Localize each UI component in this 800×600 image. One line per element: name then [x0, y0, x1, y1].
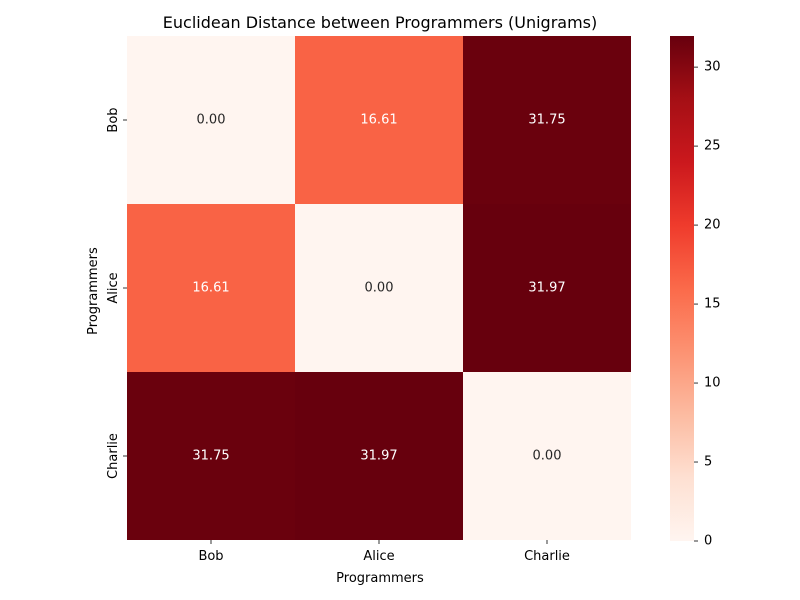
- heatmap-cell-value: 31.75: [528, 113, 565, 128]
- heatmap-cell-value: 31.97: [360, 449, 397, 464]
- colorbar: [670, 36, 694, 541]
- heatmap-cell: [295, 372, 463, 540]
- heatmap-cell-value: 0.00: [197, 113, 226, 128]
- heatmap-cell-value: 16.61: [360, 113, 397, 128]
- heatmap-cell: [463, 204, 631, 372]
- heatmap-cell: [127, 372, 295, 540]
- x-tick-label: Alice: [363, 549, 394, 564]
- heatmap-cell-value: 0.00: [365, 281, 394, 296]
- x-axis-ticks: Bob Alice Charlie: [198, 540, 570, 564]
- colorbar-tick-label: 0: [704, 534, 712, 549]
- heatmap-cell-labels: 0.00 16.61 31.75 16.61 0.00 31.97 31.75 31.97 0.…: [192, 113, 565, 464]
- y-tick-label: Alice: [106, 272, 121, 303]
- heatmap-cell: [127, 36, 295, 204]
- colorbar-tick-label: 5: [704, 455, 712, 470]
- heatmap-cell-value: 31.75: [192, 449, 229, 464]
- y-tick-label: Bob: [106, 107, 121, 132]
- x-tick-label: Bob: [198, 549, 223, 564]
- chart-title: Euclidean Distance between Programmers (…: [163, 13, 597, 32]
- y-axis-label: Programmers: [86, 247, 101, 335]
- x-tick-label: Charlie: [524, 549, 570, 564]
- y-axis-ticks: Bob Alice Charlie: [106, 107, 127, 479]
- colorbar-tick-label: 25: [704, 139, 721, 154]
- heatmap-cell-value: 0.00: [533, 449, 562, 464]
- heatmap-cell-value: 31.97: [528, 281, 565, 296]
- heatmap-cell: [127, 204, 295, 372]
- heatmap-cell: [295, 204, 463, 372]
- colorbar-ticks: 0 5 10 15 20 25 30: [694, 60, 721, 549]
- heatmap-cells: [127, 36, 631, 540]
- heatmap-cell: [295, 36, 463, 204]
- colorbar-tick-label: 30: [704, 60, 721, 75]
- y-tick-label: Charlie: [106, 433, 121, 479]
- heatmap-cell: [463, 36, 631, 204]
- colorbar-tick-label: 15: [704, 297, 721, 312]
- x-axis-label: Programmers: [336, 571, 424, 586]
- colorbar-tick-label: 20: [704, 218, 721, 233]
- colorbar-tick-label: 10: [704, 376, 721, 391]
- heatmap-cell-value: 16.61: [192, 281, 229, 296]
- heatmap-cell: [463, 372, 631, 540]
